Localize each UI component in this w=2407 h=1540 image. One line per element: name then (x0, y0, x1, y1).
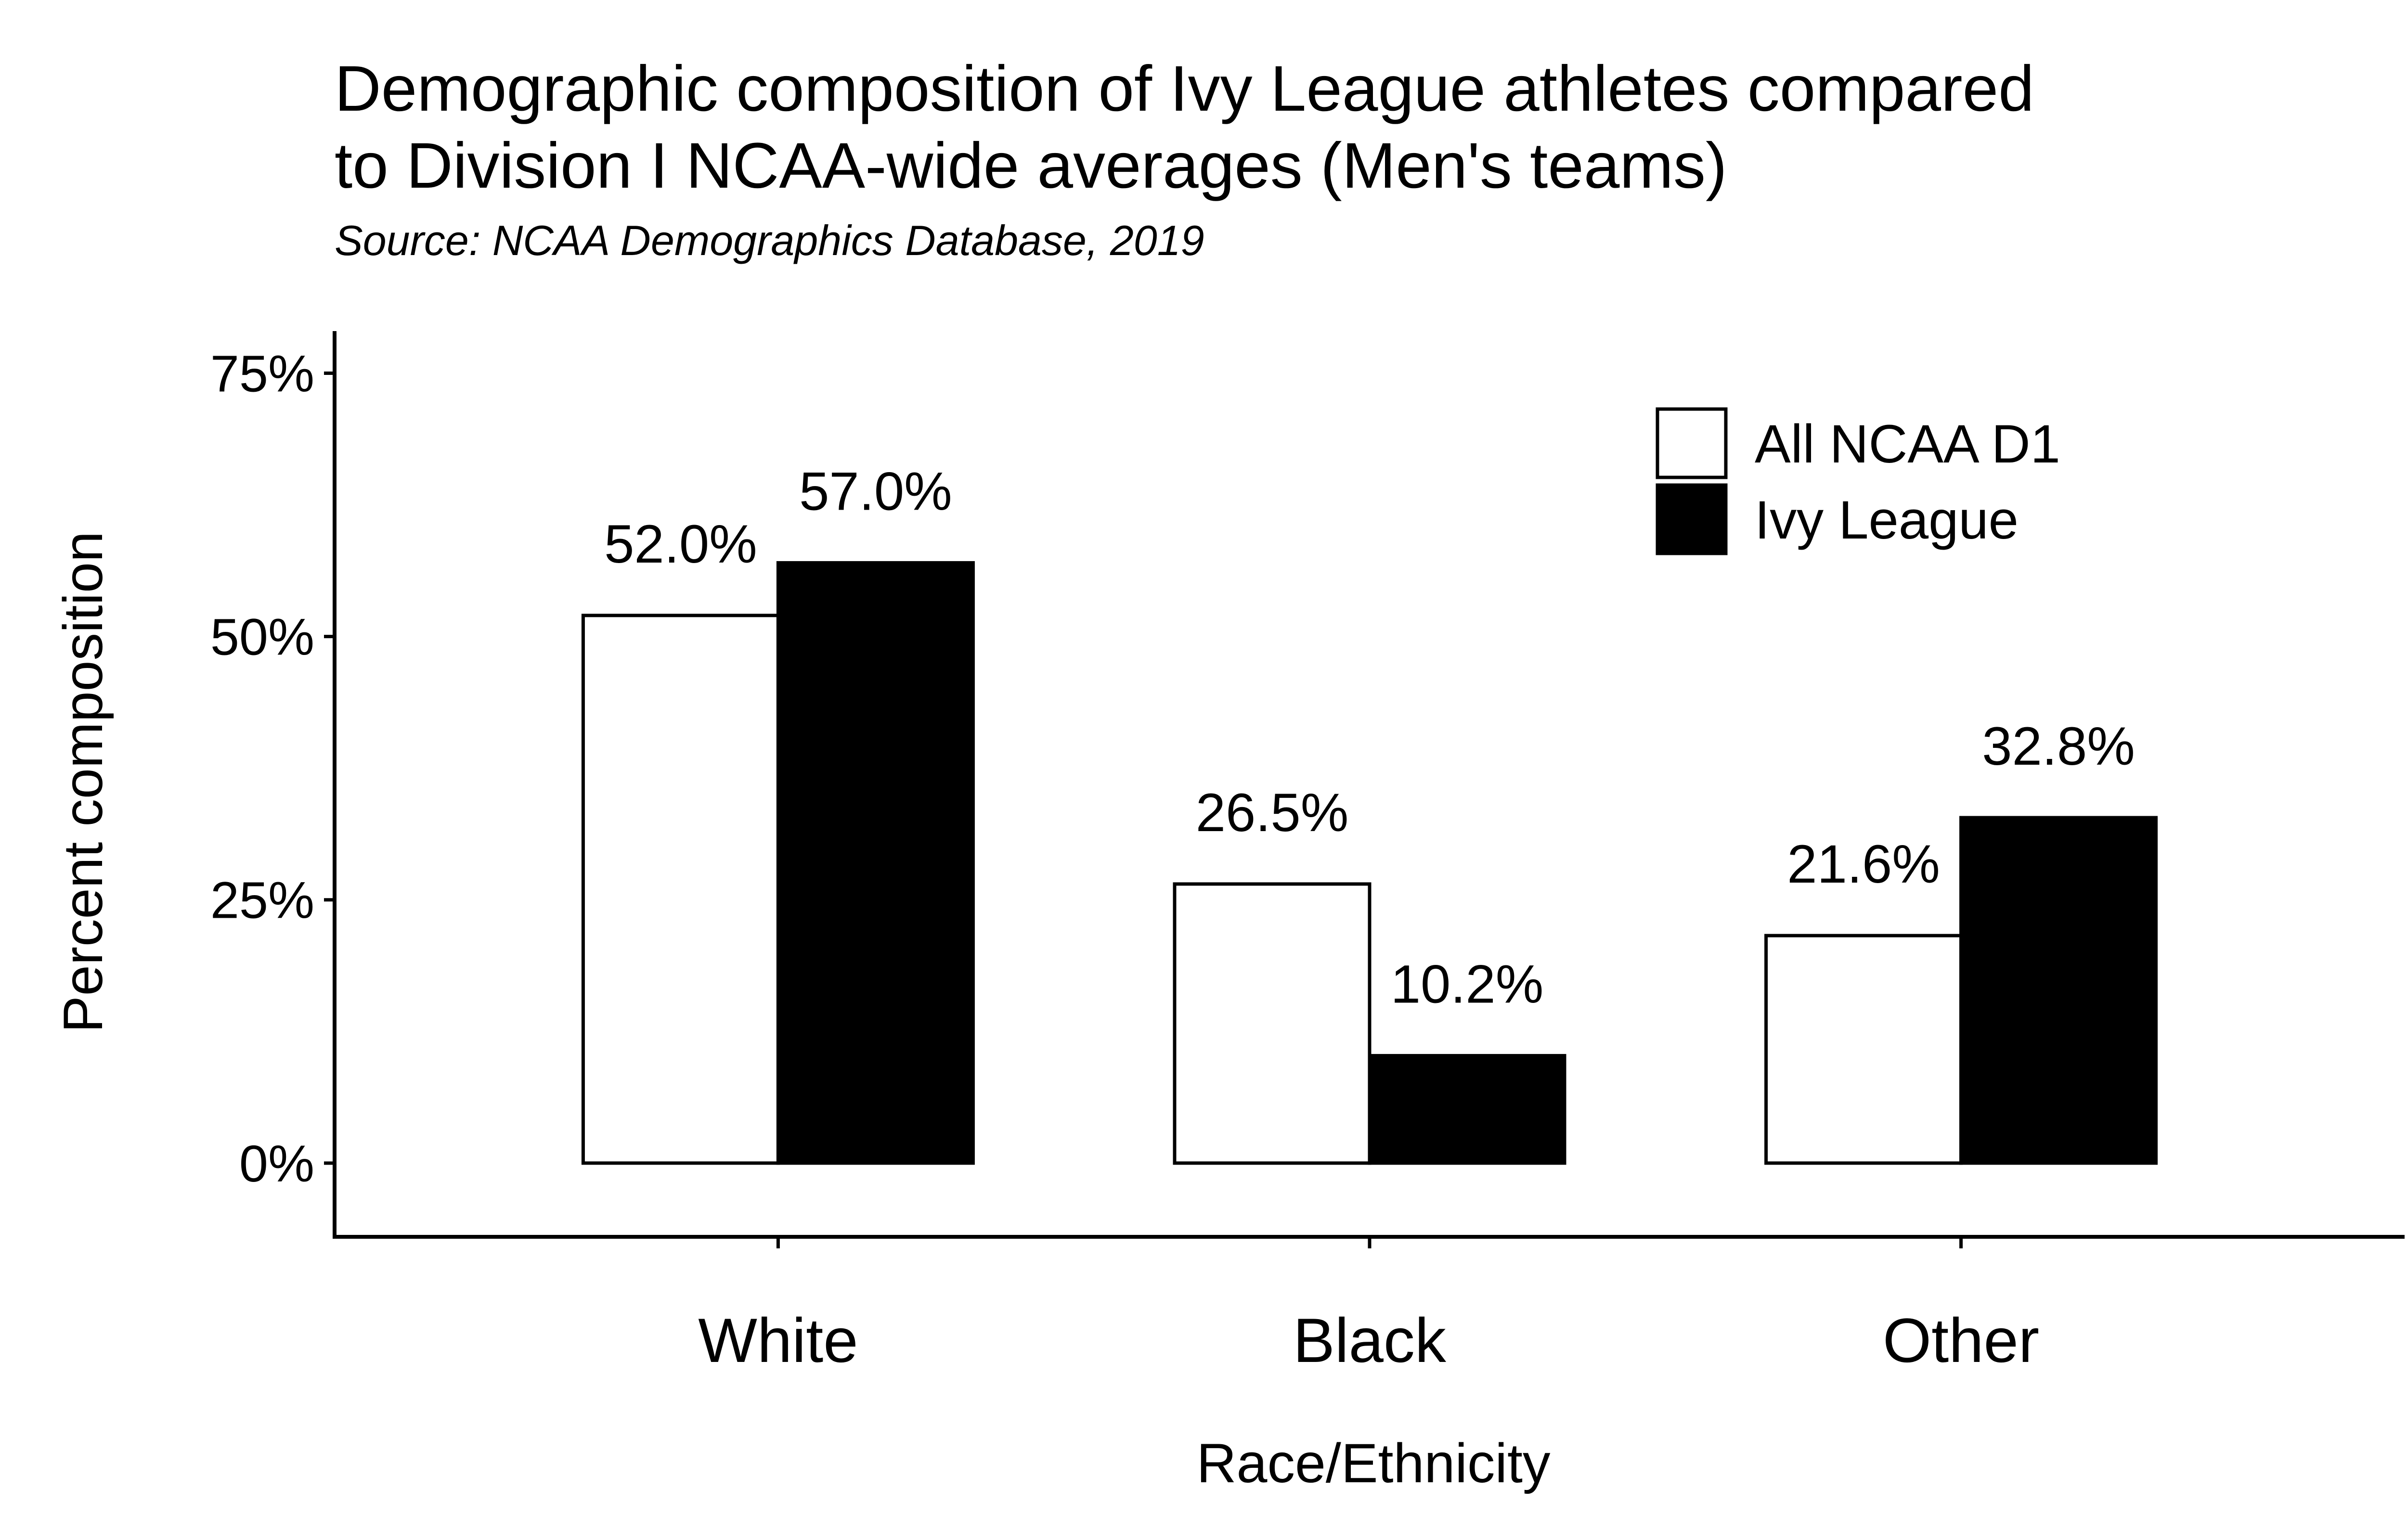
x-tick-label-white: White (698, 1305, 858, 1375)
y-tick-label-75: 75% (210, 345, 314, 403)
data-labels-group: 52.0% 57.0% 26.5% 10.2% 21.6% 32.8% (604, 461, 2135, 1014)
bar-all-ncaa-d1-black (1173, 882, 1372, 1165)
chart-subtitle: Source: NCAA Demographics Database, 2019 (335, 217, 1204, 264)
x-axis-ticks: White Black Other (698, 1237, 2039, 1375)
x-tick-label-black: Black (1293, 1305, 1447, 1375)
bar-ivy-league-white (776, 561, 975, 1165)
legend-key-ivy-league (1656, 483, 1728, 555)
data-label-all-ncaa-d1-other: 21.6% (1787, 834, 1940, 894)
y-axis-title: Percent composition (52, 531, 114, 1033)
x-tick-label-other: Other (1883, 1305, 2039, 1375)
bars-group (581, 561, 2158, 1165)
y-tick-label-25: 25% (210, 871, 314, 929)
bar-all-ncaa-d1-other (1764, 934, 1963, 1165)
legend-label-ivy-league: Ivy League (1755, 490, 2019, 550)
bar-ivy-league-other (1959, 816, 2158, 1165)
data-label-ivy-league-other: 32.8% (1982, 716, 2135, 776)
chart-title-line-2: to Division I NCAA-wide averages (Men's … (335, 130, 1727, 202)
bar-all-ncaa-d1-white (581, 614, 780, 1165)
y-tick-label-0: 0% (239, 1134, 314, 1193)
legend-label-all-ncaa-d1: All NCAA D1 (1755, 414, 2060, 474)
y-tick-label-50: 50% (210, 608, 314, 666)
data-label-ivy-league-white: 57.0% (799, 461, 952, 521)
legend-key-all-ncaa-d1 (1656, 407, 1728, 479)
data-label-ivy-league-black: 10.2% (1391, 954, 1544, 1014)
x-axis-title: Race/Ethnicity (1196, 1433, 1551, 1494)
chart-title: Demographic composition of Ivy League at… (335, 53, 2034, 202)
data-label-all-ncaa-d1-white: 52.0% (604, 514, 757, 574)
chart-title-line-1: Demographic composition of Ivy League at… (335, 53, 2034, 125)
y-axis-ticks: 0% 25% 50% 75% (210, 345, 335, 1193)
legend: All NCAA D1 Ivy League (1656, 407, 2060, 555)
bar-ivy-league-black (1368, 1054, 1566, 1165)
data-label-all-ncaa-d1-black: 26.5% (1196, 783, 1349, 843)
